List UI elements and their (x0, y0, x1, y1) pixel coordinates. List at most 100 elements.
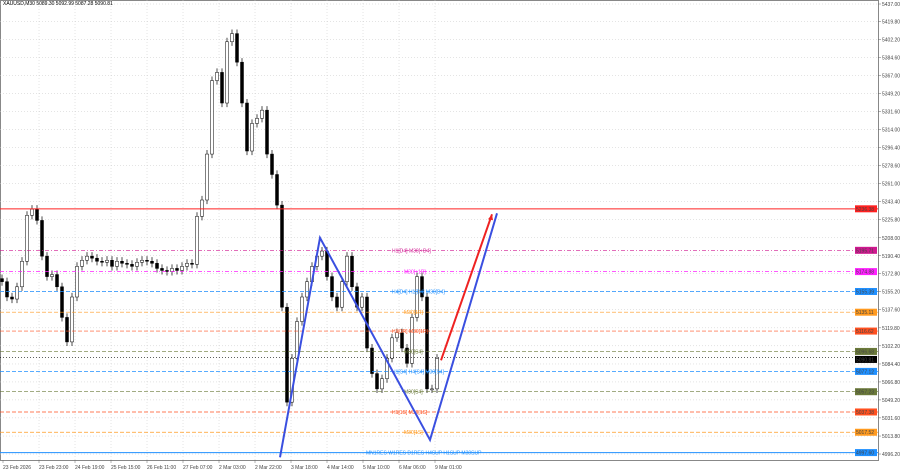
candle-body (375, 373, 379, 390)
candle-body (435, 358, 439, 390)
projection-arrow (440, 213, 493, 361)
candle-body (10, 296, 14, 300)
candle (360, 292, 364, 312)
price-tag-value: 5090.81 (856, 357, 874, 363)
y-tick-label: 5084.40 (882, 362, 900, 368)
arrow-head-icon (488, 214, 493, 221)
candle-body (430, 388, 434, 391)
x-tick-label: 2 Mar 03:00 (219, 465, 246, 471)
candle (10, 292, 14, 304)
candle (25, 211, 29, 266)
x-tick-label: 6 Mar 06:00 (399, 465, 426, 471)
candle (275, 170, 279, 210)
candle-body (215, 72, 219, 81)
candle-body (410, 317, 414, 364)
candle-body (15, 286, 19, 300)
y-tick-label: 5314.00 (882, 128, 900, 134)
level-label: H4[D4] H1[D4] M30[D4] (392, 289, 445, 295)
candle-body (195, 216, 199, 265)
candle-body (340, 281, 344, 308)
candle (190, 259, 194, 269)
price-tag-value: 5057.23 (856, 390, 874, 396)
x-tick-label: 27 Feb 07:00 (183, 465, 213, 471)
y-tick-label: 5437.00 (882, 2, 900, 8)
candle (265, 106, 269, 159)
candle (130, 260, 134, 271)
y-tick-label: 5049.20 (882, 398, 900, 404)
candle (255, 114, 259, 128)
candle (115, 257, 119, 271)
y-tick-label: 4996.20 (882, 452, 900, 458)
candle (330, 272, 334, 302)
price-tag-value: 5195.71 (856, 248, 874, 254)
candle-body (50, 274, 54, 277)
y-tick-label: 5367.00 (882, 73, 900, 79)
candle (110, 256, 114, 271)
candle-body (245, 102, 249, 152)
candle (135, 258, 139, 271)
candle (80, 256, 84, 271)
candle-body (135, 262, 139, 267)
candle-body (190, 263, 194, 265)
candle (400, 328, 404, 353)
candle (380, 374, 384, 393)
candle (185, 259, 189, 271)
candle (0, 274, 4, 286)
candle-body (80, 259, 84, 267)
y-tick-label: 5155.20 (882, 290, 900, 296)
y-tick-label: 5066.80 (882, 380, 900, 386)
candle (180, 262, 184, 275)
x-tick-label: 5 Mar 10:00 (363, 465, 390, 471)
candle-body (295, 321, 299, 359)
candle (295, 317, 299, 363)
x-tick-label: 3 Mar 18:00 (291, 465, 318, 471)
price-tag-value: 5236.38 (856, 207, 874, 213)
candle-body (75, 266, 79, 298)
candle (435, 354, 439, 393)
candle-body (380, 378, 384, 390)
candle-body (60, 286, 64, 318)
x-tick-label: 24 Feb 19:00 (75, 465, 105, 471)
candle-body (390, 337, 394, 359)
price-tag-value: 5037.38 (856, 410, 874, 416)
candle-body (220, 72, 224, 104)
candle-body (250, 123, 254, 152)
candle-body (120, 261, 124, 264)
level-label: H1[1R] M30[1R] (392, 329, 428, 335)
y-tick-label: 5102.20 (882, 344, 900, 350)
y-tick-label: 5243.40 (882, 200, 900, 206)
price-tag (855, 347, 877, 355)
y-tick-label: 5331.60 (882, 110, 900, 116)
y-tick-label: 5031.60 (882, 416, 900, 422)
y-tick-label: 5225.80 (882, 218, 900, 224)
candle-body (95, 257, 99, 262)
candle-body (240, 61, 244, 104)
candle (390, 333, 394, 363)
candle (65, 313, 69, 347)
x-tick-label: 23 Feb 23:00 (39, 465, 69, 471)
price-tag (855, 408, 877, 416)
x-tick-label: 26 Feb 11:00 (147, 465, 176, 471)
x-tick-label: 23 Feb 2026 (3, 465, 31, 471)
candle-body (260, 109, 264, 119)
candle-body (125, 263, 129, 265)
price-tag-value: 4997.60 (856, 451, 874, 457)
candle (205, 149, 209, 205)
candle (40, 216, 44, 261)
zigzag-line (279, 213, 498, 458)
candle-body (165, 270, 169, 272)
candle (220, 68, 224, 108)
price-tag (855, 205, 877, 213)
candle-body (285, 306, 289, 403)
x-tick-label: 9 Mar 01:00 (435, 465, 462, 471)
candle-body (395, 332, 399, 339)
candle (120, 257, 124, 268)
candle-body (235, 33, 239, 63)
candle (70, 292, 74, 347)
level-label: H1[S4] H4[S4] M30[S4] (392, 369, 445, 375)
price-tag-value: 5155.39 (856, 289, 874, 295)
candle (405, 343, 409, 368)
candle (340, 277, 344, 312)
y-tick-label: 5419.80 (882, 20, 900, 26)
